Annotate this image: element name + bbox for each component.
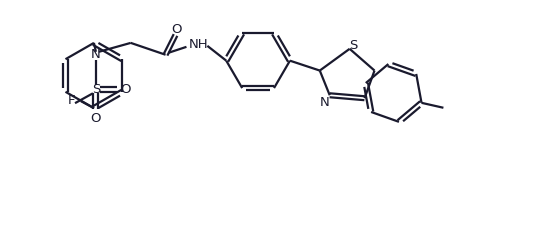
Text: N: N [320, 96, 330, 109]
Text: NH: NH [189, 38, 208, 51]
Text: O: O [120, 83, 131, 96]
Text: S: S [92, 83, 100, 96]
Text: F: F [68, 94, 75, 107]
Text: S: S [350, 39, 358, 52]
Text: N: N [91, 48, 101, 61]
Text: O: O [90, 113, 101, 125]
Text: O: O [171, 22, 181, 36]
